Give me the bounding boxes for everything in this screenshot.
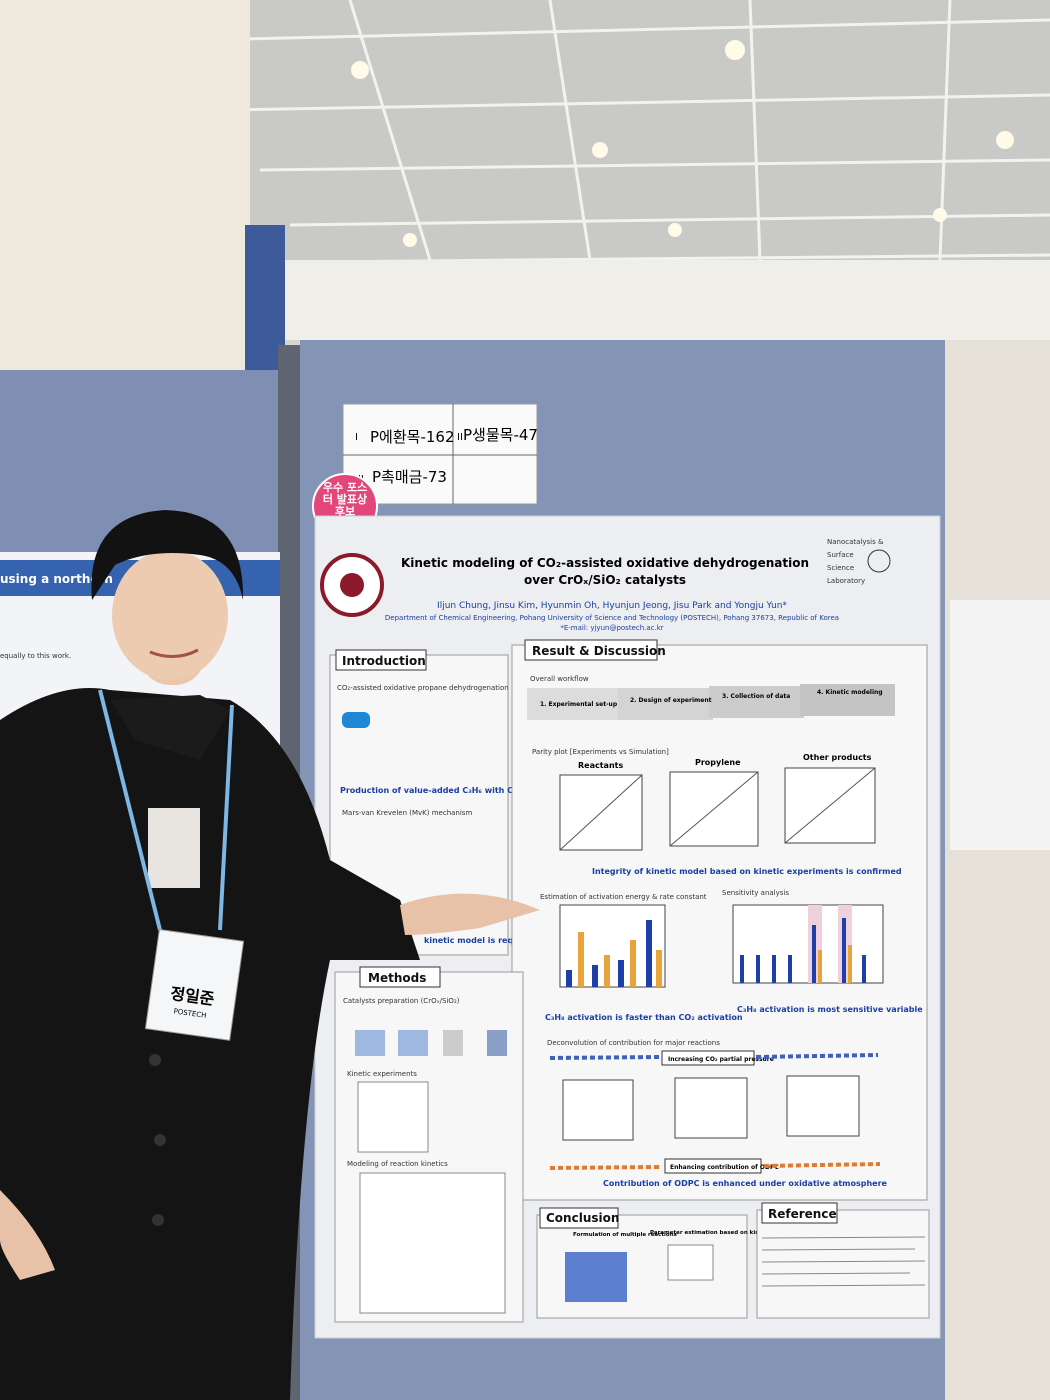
- badge-label-box: 우수 포스터 발표상 후보: [322, 482, 368, 518]
- sign-cell: P생물목-47: [463, 426, 538, 444]
- wall: [0, 0, 250, 380]
- workflow-step-label: 2. Design of experiment: [630, 697, 712, 704]
- intro-text: CO₂-assisted oxidative propane dehydroge…: [337, 684, 509, 692]
- intro-text: Production of value-added C₃H₆ with CO₂ …: [340, 786, 570, 795]
- floor-area: [945, 340, 1050, 1400]
- methods-text: Kinetic experiments: [347, 1070, 417, 1078]
- sign-cell: P촉매금-73: [372, 468, 447, 486]
- arrow-label-box: [661, 1050, 755, 1066]
- collar: [110, 695, 230, 760]
- network-diagram: [565, 1252, 627, 1302]
- workflow-step-label: 4. Kinetic modeling: [817, 689, 883, 696]
- workflow-step-label: 3. Collection of data: [722, 693, 790, 700]
- arrow-label: Enhancing contribution of ODPC: [670, 1164, 779, 1171]
- workflow-step: [709, 686, 804, 718]
- lab-name: Laboratory: [827, 577, 865, 585]
- left-hand: [0, 1190, 55, 1280]
- affiliation: Department of Chemical Engineering, Poha…: [385, 614, 839, 622]
- lab-name: Surface: [827, 551, 854, 559]
- side-poster-note: equally to this work.: [0, 652, 71, 660]
- parity-plots: [559, 767, 876, 851]
- arrow: [549, 1055, 661, 1060]
- lab-name: Nanocatalysis &: [827, 538, 884, 546]
- results-note: Contribution of ODPC is enhanced under o…: [603, 1179, 888, 1188]
- activation-bars: [566, 920, 662, 987]
- name-tag: [144, 928, 245, 1041]
- section-header: [524, 639, 658, 661]
- lab-logo: [867, 549, 891, 573]
- co2-icon: [342, 712, 370, 728]
- sign: [342, 403, 538, 505]
- section-header: [761, 1202, 838, 1224]
- name-tag-group: 정일준 POSTECH: [144, 928, 245, 1041]
- person-body: [0, 688, 420, 1400]
- email: *E-mail: yjyun@postech.ac.kr: [560, 624, 663, 632]
- section-header: [539, 1207, 619, 1229]
- lab-name: Science: [827, 564, 854, 572]
- results-heading: Parity plot [Experiments vs Simulation]: [532, 748, 669, 756]
- conclusion-text: Formulation of multiple reactions: [573, 1232, 678, 1238]
- shirt-stripe: [148, 808, 200, 888]
- arrow: [763, 1162, 881, 1168]
- methods-text: Catalysts preparation (CrOₓ/SiO₂): [343, 997, 460, 1005]
- results-heading: Overall workflow: [530, 675, 589, 683]
- results-heading: Deconvolution of contribution for major …: [547, 1039, 720, 1047]
- conditions-table: [357, 1081, 429, 1153]
- panel-title: Other products: [803, 753, 872, 762]
- university-logo-center: [340, 573, 364, 597]
- methods-text: Modeling of reaction kinetics: [347, 1160, 448, 1168]
- section-header: [335, 649, 427, 671]
- intro-text: Mars-van Krevelen (MvK) mechanism: [342, 809, 472, 817]
- reference-lines: [761, 1236, 926, 1287]
- arrow-label: Increasing CO₂ partial pressure: [668, 1056, 774, 1063]
- sign-numeral: II: [457, 432, 463, 443]
- lanyard: [98, 689, 234, 931]
- section-title: Result & Discussion: [532, 644, 666, 658]
- workflow-step: [800, 684, 895, 716]
- workflow-step: [618, 688, 713, 720]
- deconvolution-plots: [562, 1075, 860, 1141]
- arrow-label-box: [664, 1158, 762, 1174]
- face: [112, 550, 228, 680]
- panel-title: Reactants: [578, 761, 623, 770]
- results-note: Integrity of kinetic model based on kine…: [592, 867, 902, 876]
- section-title: Methods: [368, 971, 426, 985]
- conclusion-text: Parameter estimation based on kinetic ex…: [650, 1230, 808, 1236]
- section-header: [359, 966, 441, 988]
- arrow: [755, 1053, 879, 1059]
- arrow: [549, 1165, 663, 1170]
- section-title: Introduction: [342, 654, 426, 668]
- section-box: [756, 1209, 930, 1319]
- far-wall: [950, 600, 1050, 850]
- authors: Iljun Chung, Jinsu Kim, Hyunmin Oh, Hyun…: [437, 601, 787, 611]
- results-note: C₃H₈ activation is most sensitive variab…: [737, 1005, 923, 1014]
- intro-text: kinetic model is required: [424, 936, 537, 945]
- beam: [285, 260, 1050, 340]
- kinetics-table: [359, 1172, 506, 1314]
- results-note: C₃H₈ activation is faster than CO₂ activ…: [545, 1013, 743, 1022]
- panel-title: Propylene: [695, 758, 741, 767]
- smile: [149, 648, 199, 658]
- results-heading: Sensitivity analysis: [722, 889, 789, 897]
- buttons: [149, 1054, 166, 1226]
- workflow-step-label: 1. Experimental set-up: [540, 701, 618, 708]
- section-title: Reference: [768, 1207, 837, 1221]
- sensitivity-bars: [740, 918, 866, 983]
- prep-icons: [355, 1030, 507, 1056]
- side-poster-title: using a northern: [0, 572, 113, 586]
- sign-numeral: I: [355, 432, 358, 443]
- workflow-step: [527, 688, 622, 720]
- poster-title: Kinetic modeling of CO₂-assisted oxidati…: [401, 556, 809, 570]
- mini-chart: [667, 1244, 714, 1281]
- poster-title: over CrOₓ/SiO₂ catalysts: [524, 573, 686, 587]
- sign-cell: P에환목-162: [370, 428, 455, 446]
- hair: [91, 510, 244, 600]
- section-title: Conclusion: [546, 1211, 619, 1225]
- parity-diagonals: [559, 767, 876, 851]
- results-heading: Estimation of activation energy & rate c…: [540, 893, 707, 901]
- badge-label: 우수 포스터 발표상 후보: [322, 482, 368, 518]
- hand: [400, 893, 540, 935]
